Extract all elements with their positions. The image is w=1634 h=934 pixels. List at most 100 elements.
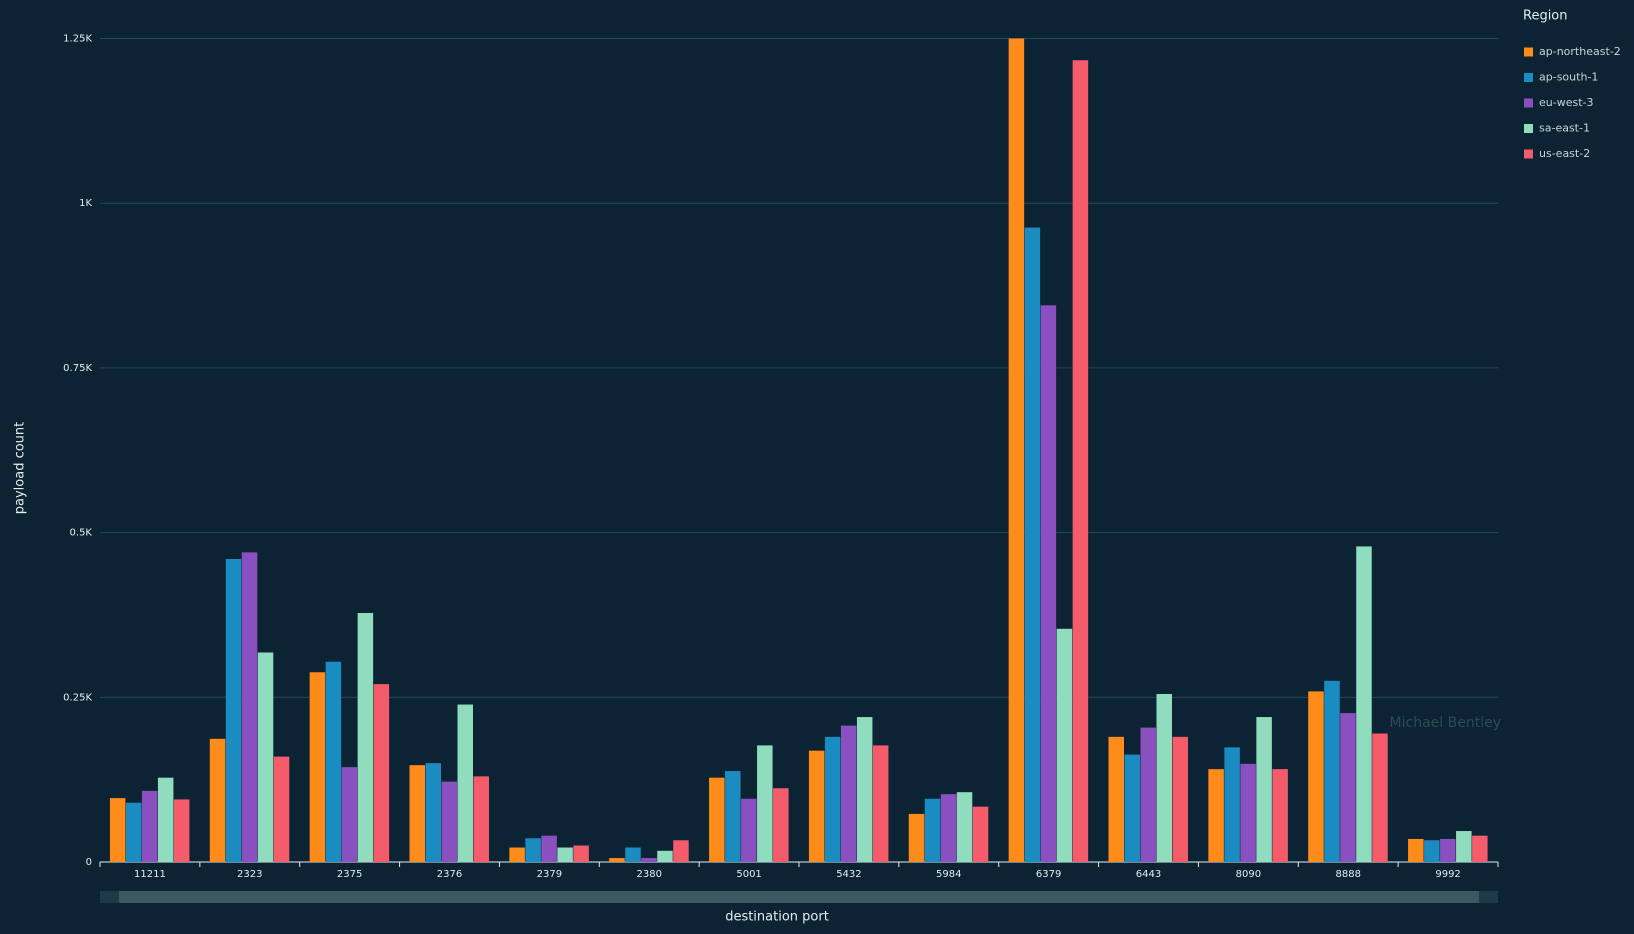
bar	[1008, 38, 1025, 862]
bar	[257, 652, 274, 862]
bar	[509, 847, 525, 862]
bar	[773, 788, 789, 862]
bar	[109, 798, 126, 862]
x-tick-label: 2376	[437, 869, 462, 880]
bar	[309, 672, 326, 862]
x-tick-label: 6379	[1036, 869, 1061, 880]
legend-swatch	[1524, 149, 1533, 159]
bar	[409, 765, 425, 862]
y-tick-label: 1.25K	[63, 34, 92, 45]
bar	[1472, 835, 1488, 862]
y-tick-label: 1K	[79, 198, 92, 209]
bar	[541, 835, 557, 862]
bar	[1024, 227, 1041, 862]
bar	[741, 798, 757, 862]
bar	[1124, 754, 1140, 862]
bar	[1256, 717, 1272, 862]
watermark: Michael Bentley	[1390, 715, 1501, 731]
bar	[1156, 694, 1172, 862]
bar	[173, 799, 190, 862]
bar	[357, 612, 374, 862]
bar	[1056, 628, 1073, 862]
x-tick-label: 2380	[636, 869, 661, 880]
x-tick-label: 5432	[836, 869, 861, 880]
bar	[956, 792, 973, 862]
bar	[872, 745, 889, 862]
x-tick-label: 5001	[736, 869, 761, 880]
bar	[373, 684, 390, 862]
bar	[1440, 838, 1456, 862]
bar	[573, 845, 589, 862]
legend-swatch	[1524, 73, 1533, 82]
bar	[657, 850, 673, 862]
y-tick-label: 0.75K	[63, 363, 92, 374]
y-tick-label: 0	[86, 857, 92, 868]
y-axis-title: payload count	[13, 422, 28, 515]
scrollbar-thumb[interactable]	[119, 891, 1479, 903]
x-tick-label: 5984	[936, 869, 961, 880]
bar	[1356, 546, 1372, 862]
bar	[1340, 713, 1356, 862]
bar	[473, 776, 489, 862]
legend-swatch	[1524, 124, 1533, 133]
bar	[325, 661, 342, 862]
bar	[1072, 60, 1089, 862]
bar	[1208, 769, 1224, 862]
bar	[441, 781, 457, 862]
legend-title: Region	[1523, 9, 1568, 24]
bar	[1240, 763, 1256, 862]
bar	[341, 767, 358, 862]
x-tick-label: 2375	[337, 869, 362, 880]
bar	[1324, 680, 1340, 862]
bar	[856, 717, 873, 862]
legend-swatch	[1524, 98, 1533, 108]
bar	[709, 777, 725, 862]
bar	[940, 794, 957, 862]
legend-label: ap-south-1	[1539, 71, 1598, 84]
x-tick-label: 9992	[1435, 869, 1460, 880]
bar	[157, 777, 174, 862]
legend-label: eu-west-3	[1539, 96, 1593, 109]
x-tick-label: 8888	[1335, 869, 1360, 880]
x-tick-label: 6443	[1136, 869, 1161, 880]
y-tick-label: 0.5K	[70, 528, 93, 539]
legend-label: ap-northeast-2	[1539, 45, 1621, 58]
bar	[1272, 769, 1288, 862]
bar	[725, 771, 741, 862]
bar	[1408, 838, 1424, 862]
x-tick-label: 11211	[134, 869, 166, 880]
bar	[840, 725, 857, 862]
bar	[425, 763, 441, 862]
bar	[225, 558, 242, 862]
bar	[1140, 727, 1156, 862]
x-tick-label: 2323	[237, 869, 262, 880]
bar	[141, 790, 158, 862]
bar	[1224, 747, 1240, 862]
bar	[757, 745, 773, 862]
bar	[908, 813, 925, 862]
bar	[273, 756, 290, 862]
x-axis-title: destination port	[725, 910, 829, 925]
bar	[1372, 733, 1388, 862]
y-tick-label: 0.25K	[63, 692, 92, 703]
bar	[125, 802, 142, 862]
bar	[625, 847, 641, 862]
bar	[824, 736, 841, 862]
bar	[1172, 736, 1188, 862]
bar	[525, 838, 541, 862]
x-tick-label: 8090	[1236, 869, 1261, 880]
bar	[673, 840, 689, 862]
bar	[1308, 691, 1324, 862]
bar	[1108, 736, 1124, 862]
bar	[1424, 840, 1440, 862]
bar	[557, 847, 573, 862]
bar	[457, 704, 473, 862]
legend-label: us-east-2	[1539, 147, 1590, 160]
legend-label: sa-east-1	[1539, 122, 1590, 135]
x-tick-label: 2379	[537, 869, 562, 880]
bar	[1040, 305, 1057, 863]
scrollbar[interactable]	[100, 891, 1498, 903]
bar	[1456, 831, 1472, 862]
